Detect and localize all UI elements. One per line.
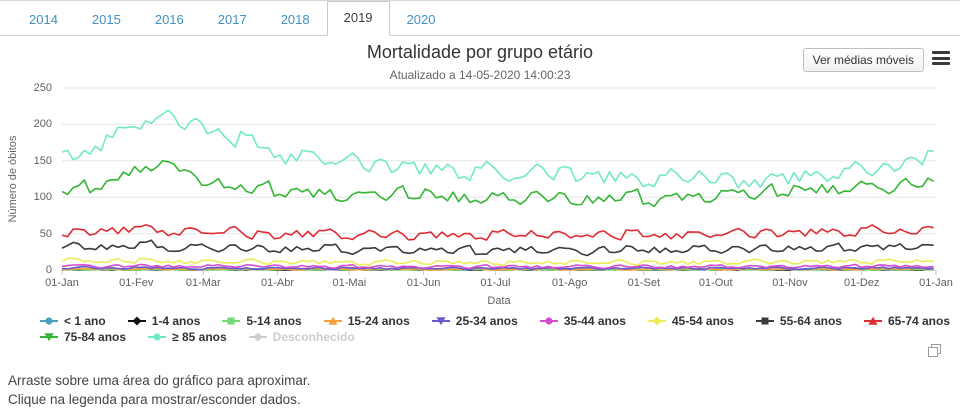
tab-2014[interactable]: 2014 bbox=[29, 12, 58, 27]
y-tick-label: 100 bbox=[33, 191, 52, 204]
line-chart[interactable] bbox=[0, 80, 960, 312]
x-tick-label: 01-Jan bbox=[919, 277, 953, 289]
x-tick-label: 01-Jan bbox=[45, 277, 79, 289]
legend-item-1-ano[interactable]: < 1 ano bbox=[40, 314, 106, 328]
tab-2020[interactable]: 2020 bbox=[406, 12, 436, 27]
legend-item-85-anos[interactable]: ≥ 85 anos bbox=[148, 330, 227, 344]
x-tick-label: 01-Nov bbox=[772, 277, 808, 289]
x-tick-label: 01-Out bbox=[698, 277, 733, 289]
legend-marker-icon bbox=[323, 316, 342, 325]
x-tick-label: 01-Fev bbox=[119, 277, 154, 289]
legend-marker-icon bbox=[40, 317, 58, 325]
x-axis-title: Data bbox=[487, 295, 511, 307]
legend-marker-icon bbox=[222, 317, 241, 325]
usage-hints: Arraste sobre uma área do gráfico para a… bbox=[8, 371, 310, 409]
tab-2015[interactable]: 2015 bbox=[91, 12, 121, 27]
y-tick-label: 150 bbox=[33, 154, 52, 167]
legend-item-55-64-anos[interactable]: 55-64 anos bbox=[755, 314, 842, 328]
legend-item-desconhecido[interactable]: Desconhecido bbox=[248, 330, 355, 344]
legend-item-15-24-anos[interactable]: 15-24 anos bbox=[323, 314, 410, 328]
x-tick-label: 01-Mar bbox=[185, 277, 221, 289]
legend-row: 75-84 anos ≥ 85 anos Desconhecido bbox=[40, 330, 940, 344]
chart-plot-area[interactable]: 0 50 100 150 200 250 01-Jan 01-Fev 01-Mar 01-Abr… bbox=[0, 80, 960, 312]
x-tick-label: 01-Ago bbox=[551, 277, 588, 289]
y-tick-label: 0 bbox=[45, 264, 52, 276]
legend-marker-icon bbox=[248, 332, 267, 342]
x-tick-label: 01-Mai bbox=[332, 277, 367, 289]
y-axis-title: Número de óbitos bbox=[7, 135, 19, 223]
hint-zoom: Arraste sobre uma área do gráfico para a… bbox=[8, 373, 311, 388]
legend-item-75-84-anos[interactable]: 75-84 anos bbox=[40, 330, 126, 344]
legend-item-35-44-anos[interactable]: 35-44 anos bbox=[539, 314, 626, 328]
legend-marker-icon bbox=[127, 316, 146, 326]
legend-marker-icon bbox=[148, 333, 167, 341]
y-tick-label: 200 bbox=[33, 118, 52, 131]
legend-item-65-74-anos[interactable]: 65-74 anos bbox=[863, 314, 950, 328]
tab-bar: 2014 2015 2016 2017 2018 2019 2020 bbox=[0, 0, 960, 36]
legend-marker-icon bbox=[40, 333, 58, 342]
chart-subtitle: Atualizado a 14-05-2020 14:00:23 bbox=[389, 68, 571, 82]
copy-icon[interactable] bbox=[928, 344, 941, 357]
y-tick-label: 50 bbox=[39, 227, 52, 240]
legend-item-1-4-anos[interactable]: 1-4 anos bbox=[127, 314, 200, 328]
chart-title: Mortalidade por grupo etário bbox=[366, 42, 594, 62]
hint-legend: Clique na legenda para mostrar/esconder … bbox=[8, 392, 301, 407]
x-tick-label: 01-Abr bbox=[260, 277, 295, 289]
legend-marker-icon bbox=[755, 317, 774, 325]
legend-marker-icon bbox=[647, 316, 666, 326]
y-tick-label: 250 bbox=[33, 82, 52, 94]
legend-row: < 1 ano 1-4 anos 5-14 anos 15-24 anos 25-34 … bbox=[40, 314, 950, 328]
x-tick-label: 01-Set bbox=[627, 277, 661, 289]
tab-2019[interactable]: 2019 bbox=[326, 1, 390, 36]
tab-2016[interactable]: 2016 bbox=[154, 12, 184, 27]
x-tick-label: 01-Dez bbox=[844, 277, 880, 289]
tab-2018[interactable]: 2018 bbox=[280, 12, 310, 27]
tab-2017[interactable]: 2017 bbox=[217, 12, 247, 27]
legend-marker-icon bbox=[863, 316, 882, 325]
hamburger-menu-icon[interactable] bbox=[932, 51, 950, 65]
legend-item-45-54-anos[interactable]: 45-54 anos bbox=[647, 314, 734, 328]
legend-item-5-14-anos[interactable]: 5-14 anos bbox=[222, 314, 302, 328]
legend-item-25-34-anos[interactable]: 25-34 anos bbox=[431, 314, 518, 328]
legend-marker-icon bbox=[539, 317, 558, 325]
chart-legend: < 1 ano 1-4 anos 5-14 anos 15-24 anos 25-34 … bbox=[40, 314, 950, 346]
moving-averages-button[interactable]: Ver médias móveis bbox=[802, 48, 924, 72]
x-tick-label: 01-Jul bbox=[480, 277, 511, 289]
legend-marker-icon bbox=[431, 317, 450, 326]
x-tick-label: 01-Jun bbox=[406, 277, 441, 289]
